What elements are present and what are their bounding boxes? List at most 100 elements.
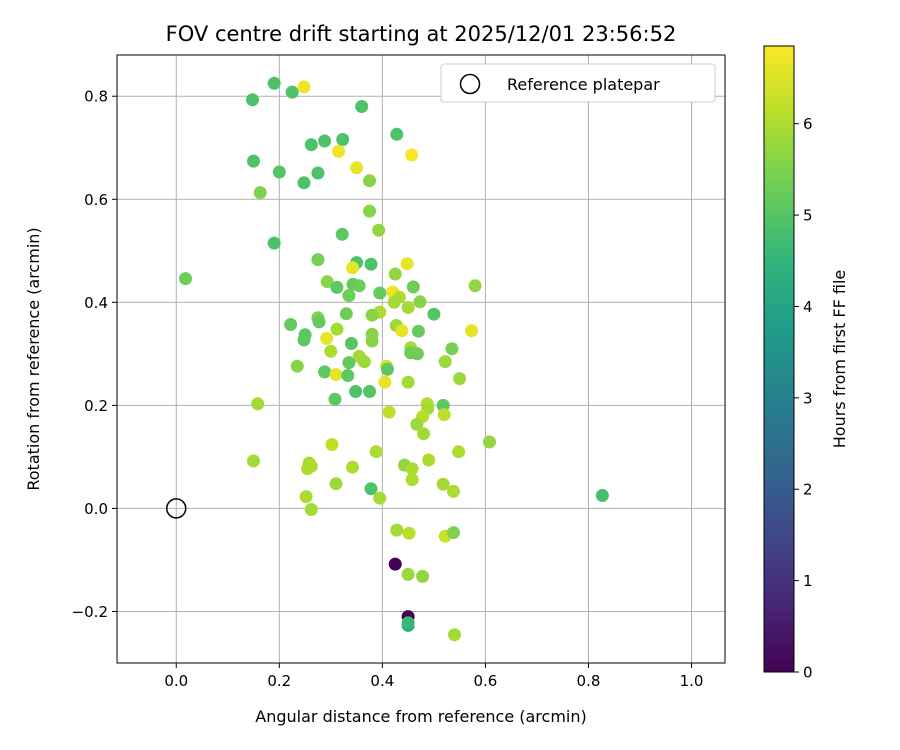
data-point bbox=[350, 161, 364, 175]
colorbar-frame bbox=[763, 45, 795, 673]
data-point bbox=[388, 557, 402, 571]
data-point bbox=[342, 356, 356, 370]
data-point bbox=[465, 324, 478, 338]
y-tick-label: 0.6 bbox=[84, 191, 108, 209]
data-point bbox=[388, 267, 402, 281]
data-point bbox=[411, 324, 425, 338]
data-point bbox=[369, 445, 383, 459]
y-tick-label: 0.2 bbox=[84, 397, 108, 415]
colorbar-tick-label: 2 bbox=[803, 481, 813, 499]
data-point bbox=[402, 526, 416, 540]
data-point bbox=[445, 342, 459, 356]
data-point bbox=[405, 462, 419, 476]
data-point bbox=[246, 93, 259, 107]
data-point bbox=[318, 365, 332, 379]
data-point bbox=[373, 286, 387, 300]
data-point bbox=[329, 477, 343, 491]
y-tick-label: 0.8 bbox=[84, 88, 108, 106]
data-point bbox=[427, 307, 441, 321]
data-point bbox=[320, 331, 334, 345]
x-tick-label: 0.6 bbox=[473, 672, 497, 690]
data-point bbox=[304, 459, 318, 473]
legend-box bbox=[440, 63, 716, 103]
data-point bbox=[312, 315, 326, 329]
x-tick-label: 0.8 bbox=[577, 672, 601, 690]
data-point bbox=[401, 567, 415, 581]
data-point bbox=[363, 174, 376, 188]
data-point bbox=[253, 186, 267, 200]
data-point bbox=[297, 333, 311, 347]
data-point bbox=[330, 280, 344, 294]
data-point bbox=[247, 454, 260, 468]
data-point bbox=[401, 375, 415, 389]
data-point bbox=[390, 127, 404, 141]
data-point bbox=[267, 76, 281, 90]
data-point bbox=[373, 491, 387, 505]
reference-platepar-marker bbox=[166, 498, 187, 519]
x-tick-label: 0.0 bbox=[164, 672, 188, 690]
data-point bbox=[416, 569, 429, 583]
colorbar-tick-label: 0 bbox=[803, 664, 813, 682]
data-point bbox=[381, 362, 394, 376]
data-point bbox=[311, 253, 325, 267]
y-tick-label: −0.2 bbox=[72, 603, 108, 621]
data-point bbox=[251, 397, 265, 411]
data-point bbox=[320, 275, 334, 289]
data-point bbox=[324, 344, 338, 358]
data-point bbox=[346, 460, 359, 474]
data-point bbox=[401, 301, 415, 314]
legend-marker-reference-platepar bbox=[459, 73, 481, 95]
data-point bbox=[290, 359, 304, 373]
colorbar-ticks: 0 1 2 3 4 5 6 bbox=[794, 115, 813, 682]
chart-title: FOV centre drift starting at 2025/12/01 … bbox=[166, 22, 677, 46]
data-point bbox=[342, 289, 356, 303]
colorbar-gradient bbox=[764, 46, 794, 672]
legend: Reference platepar bbox=[440, 63, 716, 103]
data-point bbox=[468, 279, 482, 293]
data-point bbox=[332, 144, 346, 158]
data-point bbox=[437, 408, 451, 422]
x-tick-label: 0.4 bbox=[370, 672, 394, 690]
data-point bbox=[339, 307, 353, 321]
colorbar-tick-label: 3 bbox=[803, 389, 813, 407]
data-point bbox=[355, 100, 369, 113]
data-point bbox=[297, 80, 311, 94]
data-point bbox=[349, 385, 363, 398]
plot-area-frame bbox=[116, 54, 726, 664]
data-point bbox=[453, 372, 467, 386]
data-point bbox=[336, 133, 350, 146]
data-point bbox=[363, 385, 376, 398]
colorbar-tick-label: 5 bbox=[803, 207, 813, 225]
data-point bbox=[410, 347, 424, 361]
data-point bbox=[344, 337, 358, 350]
data-point bbox=[448, 628, 461, 642]
data-point bbox=[284, 318, 298, 331]
y-tick-label: 0.4 bbox=[84, 294, 108, 312]
colorbar-tick-label: 4 bbox=[803, 298, 813, 316]
data-point bbox=[304, 503, 318, 516]
colorbar-tick-label: 6 bbox=[803, 115, 813, 133]
data-point bbox=[272, 165, 286, 179]
data-point bbox=[285, 85, 299, 99]
data-point bbox=[395, 324, 409, 338]
data-point bbox=[413, 295, 427, 309]
data-point bbox=[304, 138, 318, 152]
data-point bbox=[247, 154, 260, 168]
data-point bbox=[452, 445, 466, 459]
data-point bbox=[364, 482, 378, 496]
data-point bbox=[352, 279, 366, 293]
data-point bbox=[318, 134, 332, 148]
data-point bbox=[422, 453, 436, 467]
y-axis-ticks: −0.2 0.0 0.2 0.4 0.6 0.8 bbox=[72, 88, 117, 621]
x-axis-ticks: 0.0 0.2 0.4 0.6 0.8 1.0 bbox=[164, 663, 703, 690]
data-point bbox=[483, 435, 496, 449]
data-point bbox=[330, 322, 344, 336]
data-point bbox=[438, 355, 452, 369]
data-point bbox=[406, 280, 420, 294]
data-point bbox=[325, 438, 339, 451]
data-point bbox=[341, 369, 355, 382]
colorbar: 0 1 2 3 4 5 6 Hours from first FF file bbox=[763, 45, 849, 682]
data-point bbox=[378, 375, 392, 389]
data-point bbox=[372, 223, 386, 237]
